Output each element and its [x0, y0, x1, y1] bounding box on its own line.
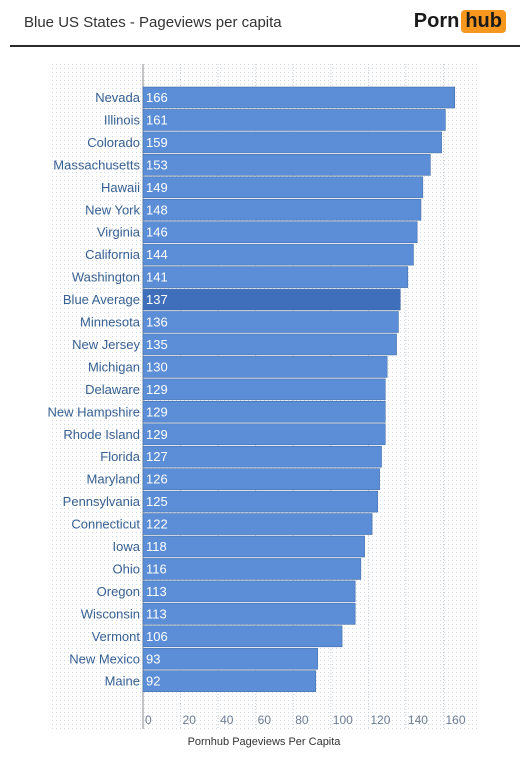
logo-text-hub: hub [461, 10, 506, 33]
bar-value-label: 148 [146, 202, 168, 217]
bar [142, 86, 456, 109]
bar-value-label: 127 [146, 449, 168, 464]
x-tick-label: 80 [295, 713, 309, 727]
category-label: Maryland [87, 472, 140, 487]
bar [142, 625, 343, 648]
bar-value-label: 122 [146, 517, 168, 532]
category-label: New Jersey [72, 337, 140, 352]
bar [142, 176, 424, 199]
bar-value-label: 93 [146, 651, 160, 666]
bar [142, 558, 362, 580]
bar-value-label: 113 [146, 584, 167, 599]
category-label: Florida [100, 449, 141, 464]
category-label: Vermont [92, 629, 141, 644]
bar [142, 154, 431, 176]
category-label: Minnesota [80, 315, 141, 330]
x-tick-label: 160 [445, 713, 465, 727]
bar [142, 423, 386, 446]
bar-value-label: 118 [146, 539, 167, 554]
category-label: Colorado [87, 135, 140, 150]
category-label: Ohio [113, 561, 140, 576]
category-label: Wisconsin [81, 606, 140, 621]
bar-value-label: 106 [146, 629, 168, 644]
x-tick-label: 60 [258, 713, 272, 727]
bar [142, 109, 446, 131]
bar-value-label: 161 [146, 112, 168, 127]
category-label: Michigan [88, 359, 140, 374]
category-label: New Mexico [69, 651, 140, 666]
x-tick-label: 20 [183, 713, 197, 727]
bar [142, 445, 382, 468]
bar-value-label: 153 [146, 157, 168, 172]
bar [142, 243, 414, 266]
x-axis-title: Pornhub Pageviews Per Capita [188, 736, 342, 748]
bar-value-label: 141 [146, 270, 168, 285]
bar-value-label: 159 [146, 135, 168, 150]
bar [142, 378, 386, 401]
bar-value-label: 125 [146, 494, 168, 509]
x-axis: 0 20 40 60 80 100 120 140 160 [145, 713, 466, 727]
bar-value-label: 116 [146, 561, 167, 576]
chart-header: Blue US States - Pageviews per capita Po… [10, 0, 520, 47]
bar [142, 468, 380, 490]
bar [142, 131, 442, 154]
category-label: Washington [72, 270, 140, 285]
category-label: Hawaii [101, 180, 140, 195]
category-label: New Hampshire [48, 404, 140, 419]
category-label: Virginia [97, 225, 141, 240]
category-label: Connecticut [71, 517, 140, 532]
x-tick-label: 120 [370, 713, 390, 727]
bar [142, 535, 365, 558]
category-label: California [85, 247, 141, 262]
bar-value-label: 137 [146, 292, 168, 307]
bar-value-label: 149 [146, 180, 168, 195]
bar-value-label: 144 [146, 247, 168, 262]
category-label: Maine [105, 674, 140, 689]
bar [142, 513, 373, 535]
bar [142, 356, 388, 378]
bar [142, 647, 318, 670]
bar-value-label: 136 [146, 315, 168, 330]
category-label: Iowa [113, 539, 141, 554]
bar-value-label: 146 [146, 225, 168, 240]
bars-group: 166 Nevada 161 Illinois 159 Colorado 153 Massac… [48, 86, 456, 693]
category-label: Nevada [95, 90, 141, 105]
bar [142, 198, 422, 221]
bar-value-label: 135 [146, 337, 168, 352]
category-label: Pennsylvania [63, 494, 141, 509]
bar-value-label: 113 [146, 606, 167, 621]
bar-value-label: 166 [146, 90, 168, 105]
category-label: Oregon [97, 584, 140, 599]
bar-value-label: 129 [146, 382, 168, 397]
bar [142, 221, 418, 243]
category-label: Delaware [85, 382, 140, 397]
bar [142, 580, 356, 603]
x-tick-label: 140 [408, 713, 428, 727]
bar [142, 670, 317, 693]
chart-title: Blue US States - Pageviews per capita [24, 14, 282, 31]
category-label: Massachusetts [53, 157, 140, 172]
bar [142, 333, 397, 356]
bar-value-label: 126 [146, 472, 168, 487]
category-label: Blue Average [63, 292, 140, 307]
x-tick-label: 0 [145, 713, 152, 727]
bar [142, 400, 386, 423]
x-tick-label: 40 [220, 713, 234, 727]
bar [142, 266, 409, 288]
bar [142, 490, 379, 513]
logo-text-porn: Porn [413, 10, 460, 32]
bar-value-label: 130 [146, 359, 168, 374]
bar-value-label: 129 [146, 427, 168, 442]
bar [142, 603, 356, 625]
pornhub-logo: Porn hub [414, 10, 506, 33]
category-label: Illinois [104, 112, 141, 127]
category-label: Rhode Island [63, 427, 140, 442]
bar [142, 288, 401, 311]
bar-value-label: 92 [146, 674, 160, 689]
category-label: New York [85, 202, 140, 217]
bar [142, 311, 399, 333]
bar-value-label: 129 [146, 404, 168, 419]
x-tick-label: 100 [333, 713, 353, 727]
